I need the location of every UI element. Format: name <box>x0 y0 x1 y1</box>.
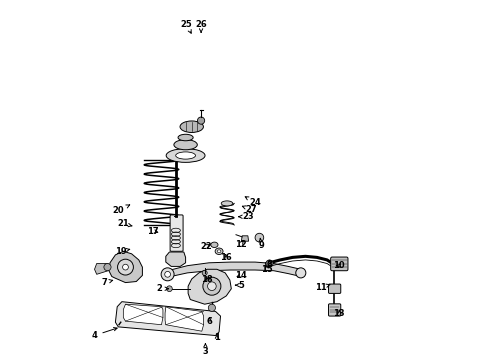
Text: 2: 2 <box>156 284 169 293</box>
Text: 16: 16 <box>220 253 232 262</box>
Polygon shape <box>242 236 248 241</box>
Circle shape <box>118 259 133 275</box>
Ellipse shape <box>174 140 197 150</box>
Text: 10: 10 <box>334 261 345 270</box>
Text: 15: 15 <box>262 265 273 274</box>
Polygon shape <box>168 262 301 277</box>
Text: 4: 4 <box>92 328 117 340</box>
Circle shape <box>208 282 216 291</box>
Polygon shape <box>116 302 220 336</box>
Circle shape <box>266 260 273 267</box>
Text: 1: 1 <box>214 333 220 342</box>
Text: 25: 25 <box>181 20 193 33</box>
Text: 24: 24 <box>245 197 261 207</box>
Polygon shape <box>109 251 143 283</box>
Text: 8: 8 <box>267 260 272 269</box>
Circle shape <box>161 268 174 281</box>
Circle shape <box>202 270 207 275</box>
Polygon shape <box>166 252 186 266</box>
Text: 18: 18 <box>201 275 213 284</box>
Text: 7: 7 <box>101 278 113 287</box>
Circle shape <box>208 304 216 311</box>
Ellipse shape <box>217 250 221 253</box>
Text: 6: 6 <box>207 317 213 325</box>
Text: 12: 12 <box>235 240 246 248</box>
Ellipse shape <box>211 242 218 248</box>
Text: 20: 20 <box>113 205 130 215</box>
Text: 14: 14 <box>235 271 246 280</box>
Circle shape <box>167 286 172 292</box>
Text: 21: 21 <box>118 220 132 229</box>
Circle shape <box>104 264 111 271</box>
FancyBboxPatch shape <box>328 304 341 316</box>
Text: 9: 9 <box>258 238 264 250</box>
Text: 26: 26 <box>195 20 207 32</box>
Circle shape <box>165 271 171 277</box>
Ellipse shape <box>180 121 203 132</box>
FancyBboxPatch shape <box>328 284 341 293</box>
FancyBboxPatch shape <box>331 257 348 271</box>
Polygon shape <box>95 264 108 274</box>
Text: 23: 23 <box>239 212 254 221</box>
Text: 11: 11 <box>316 283 330 292</box>
Text: 5: 5 <box>236 281 245 289</box>
Polygon shape <box>188 269 231 304</box>
Text: 13: 13 <box>334 310 345 319</box>
Polygon shape <box>165 307 204 331</box>
Circle shape <box>122 264 128 270</box>
FancyBboxPatch shape <box>170 215 183 251</box>
Circle shape <box>197 117 205 124</box>
Ellipse shape <box>221 201 233 206</box>
Text: 19: 19 <box>115 247 130 256</box>
Ellipse shape <box>178 134 193 141</box>
Text: 17: 17 <box>147 227 159 236</box>
Circle shape <box>203 277 221 295</box>
Text: 27: 27 <box>243 205 257 214</box>
Circle shape <box>296 268 306 278</box>
Text: 3: 3 <box>202 343 208 356</box>
Circle shape <box>255 233 264 242</box>
Text: 22: 22 <box>200 242 212 251</box>
Ellipse shape <box>176 152 196 159</box>
Ellipse shape <box>166 149 205 162</box>
Polygon shape <box>123 304 163 325</box>
Ellipse shape <box>215 248 223 255</box>
